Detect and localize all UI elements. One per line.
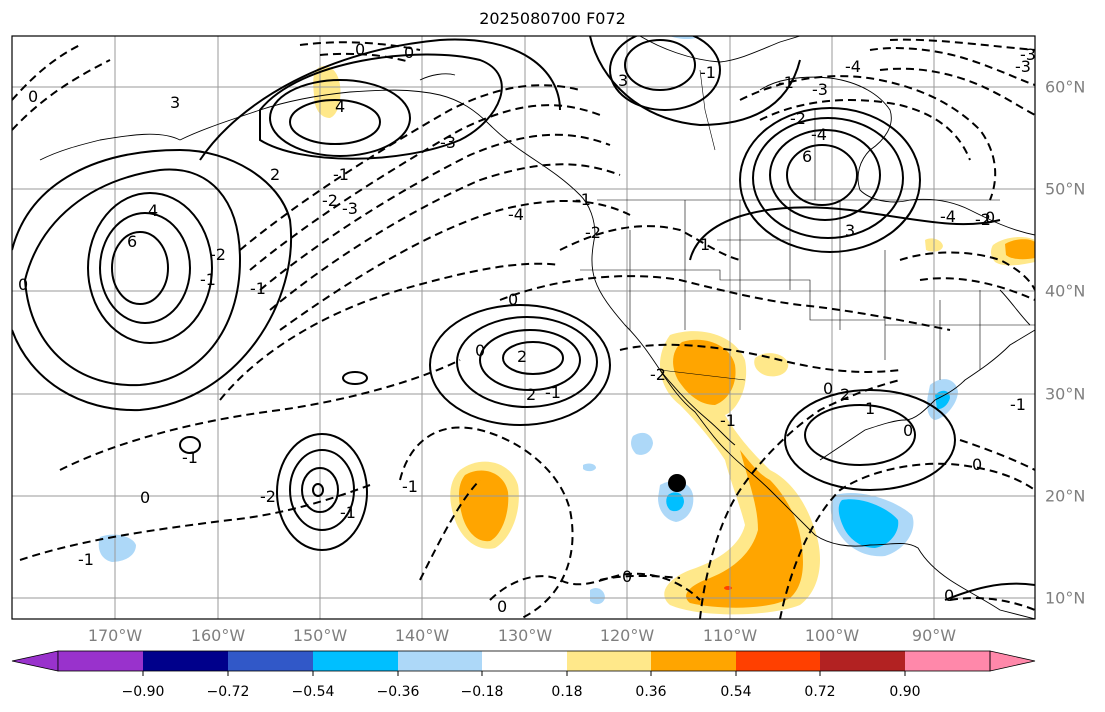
positive-contours [12, 36, 1035, 601]
contour-label: 0 [823, 379, 833, 398]
contour-label: 0 [475, 341, 485, 360]
contour-label: -2 [585, 223, 601, 242]
contour-label: 0 [404, 43, 414, 62]
contour-label: 0 [944, 586, 954, 605]
lon-label: 150°W [292, 626, 348, 645]
map-frame [11, 35, 1036, 620]
contour-label: -1 [340, 503, 356, 522]
lon-label: 120°W [599, 626, 655, 645]
contour-label: 3 [845, 221, 855, 240]
storm-center-dot [668, 474, 686, 492]
contour-label: -1 [700, 63, 716, 82]
lon-label: 170°W [87, 626, 143, 645]
colorbar-tick-label: 0.18 [551, 684, 583, 700]
contour-label: 2 [517, 347, 527, 366]
contour-label: 3 [170, 93, 180, 112]
contour-label: 0 [18, 275, 28, 294]
contour-label: -1 [720, 411, 736, 430]
lat-label: 50°N [1045, 179, 1086, 199]
contour-label: 0 [28, 87, 38, 106]
lat-label: 10°N [1045, 588, 1086, 608]
contour-label: -1 [182, 448, 198, 467]
contour-label: 0 [903, 421, 913, 440]
contour-label: -3 [342, 199, 358, 218]
contour-label: -2 [650, 365, 666, 384]
contour-label: -1 [200, 270, 216, 289]
contour-label: -4 [811, 125, 827, 144]
colorbar-tick-label: 0.36 [635, 684, 667, 700]
lat-label: 30°N [1045, 384, 1086, 404]
colorbar-extend-high [989, 650, 1036, 672]
colorbar-extend-low [11, 650, 59, 672]
contour-label: -1 [575, 190, 591, 209]
contour-label: -1 [1010, 395, 1026, 414]
lat-label: 20°N [1045, 486, 1086, 506]
contour-label: 0 [622, 567, 632, 586]
contour-label: 2 [526, 385, 536, 404]
colorbar [11, 650, 1036, 676]
lon-label: 110°W [702, 626, 758, 645]
contour-label: 2 [270, 165, 280, 184]
contour-label: 4 [148, 201, 158, 220]
contour-label: -1 [78, 550, 94, 569]
contour-label: -1 [545, 383, 561, 402]
contour-label: 6 [127, 232, 137, 251]
colorbar-tick-label: 0.90 [889, 684, 921, 700]
contour-label: 1 [700, 235, 710, 254]
colorbar-tick-label: 0.54 [720, 684, 752, 700]
anomaly-shading [98, 36, 1035, 615]
contour-label: 0 [497, 597, 507, 616]
lat-label: 60°N [1045, 77, 1086, 97]
lat-label: 40°N [1045, 281, 1086, 301]
contour-label: -1 [778, 73, 794, 92]
contour-label: 0 [972, 455, 982, 474]
contour-label: -4 [508, 205, 524, 224]
colorbar-tick-label: −0.36 [376, 684, 420, 700]
contour-label: 4 [335, 97, 345, 116]
contour-label: -2 [260, 487, 276, 506]
contour-label: -3 [1020, 45, 1036, 64]
contour-label: -1 [250, 279, 266, 298]
contour-label: 1 [865, 399, 875, 418]
contour-label: -2 [210, 245, 226, 264]
contour-label: -3 [440, 133, 456, 152]
contour-label: -2 [790, 109, 806, 128]
contour-label: -4 [940, 207, 956, 226]
lon-label: 160°W [190, 626, 246, 645]
lon-label: 100°W [804, 626, 860, 645]
contour-label: 2 [840, 385, 850, 404]
lon-label: 90°W [911, 626, 957, 645]
contour-label: 0 [985, 208, 995, 227]
lon-label: 140°W [394, 626, 450, 645]
contour-label: -2 [975, 210, 991, 229]
contour-label: -2 [322, 191, 338, 210]
colorbar-tick-label: −0.18 [460, 684, 504, 700]
contour-label: -4 [845, 57, 861, 76]
negative-contours [12, 38, 1035, 619]
contour-label: -3 [812, 80, 828, 99]
colorbar-tick-label: −0.90 [121, 684, 165, 700]
contour-label: -1 [402, 477, 418, 496]
colorbar-tick-label: −0.72 [206, 684, 250, 700]
map-title: 2025080700 F072 [479, 9, 626, 28]
contour-label: -3 [1015, 57, 1031, 76]
contour-label: 0 [355, 40, 365, 59]
contour-label: -1 [333, 165, 349, 184]
lon-label: 130°W [497, 626, 553, 645]
coastlines [39, 36, 1035, 619]
contour-label: 6 [802, 147, 812, 166]
contour-label: 0 [508, 290, 518, 309]
contour-label: 3 [618, 71, 628, 90]
colorbar-tick-label: −0.54 [291, 684, 335, 700]
colorbar-tick-label: 0.72 [804, 684, 836, 700]
political-borders [580, 69, 1035, 381]
contour-labels: 0 4 6 0 3 0 4 -3 -4 -3 0 3 6 -4 3 -2 -1 … [18, 40, 1036, 616]
contour-label: 0 [140, 488, 150, 507]
